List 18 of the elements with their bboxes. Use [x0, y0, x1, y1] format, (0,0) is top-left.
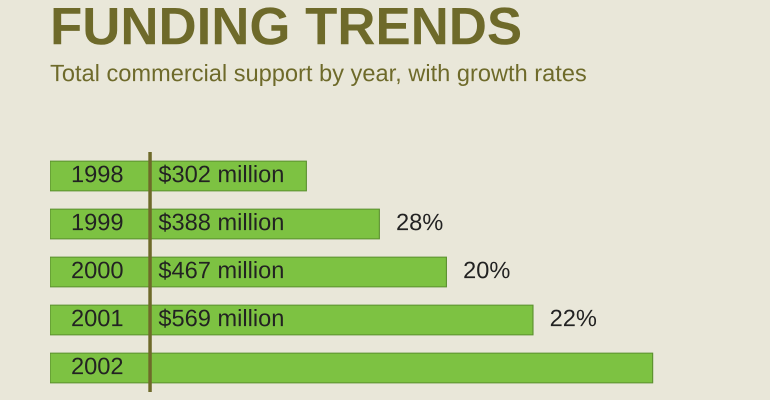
y-tick-label: 2001: [72, 310, 122, 326]
data-label: $302 million: [158, 164, 283, 184]
y-tick-label: 2002: [72, 358, 122, 374]
data-label: $569 million: [158, 308, 283, 328]
annotation: 28%: [397, 214, 442, 230]
chart-subtitle: Total commercial support by year, with growth rates: [50, 64, 586, 86]
y-tick-label: 1998: [72, 166, 123, 182]
y-tick-label: 2000: [72, 262, 123, 278]
bar: [50, 352, 654, 384]
bar: [50, 304, 534, 336]
y-tick-label: 1999: [72, 214, 122, 230]
data-label: $388 million: [158, 212, 283, 232]
chart-title: FUNDING TRENDS: [54, 7, 520, 45]
annotation: 22%: [550, 310, 596, 326]
annotation: 20%: [464, 262, 510, 278]
bar: [50, 208, 380, 240]
bar: [50, 256, 447, 288]
data-label: $467 million: [158, 260, 283, 280]
